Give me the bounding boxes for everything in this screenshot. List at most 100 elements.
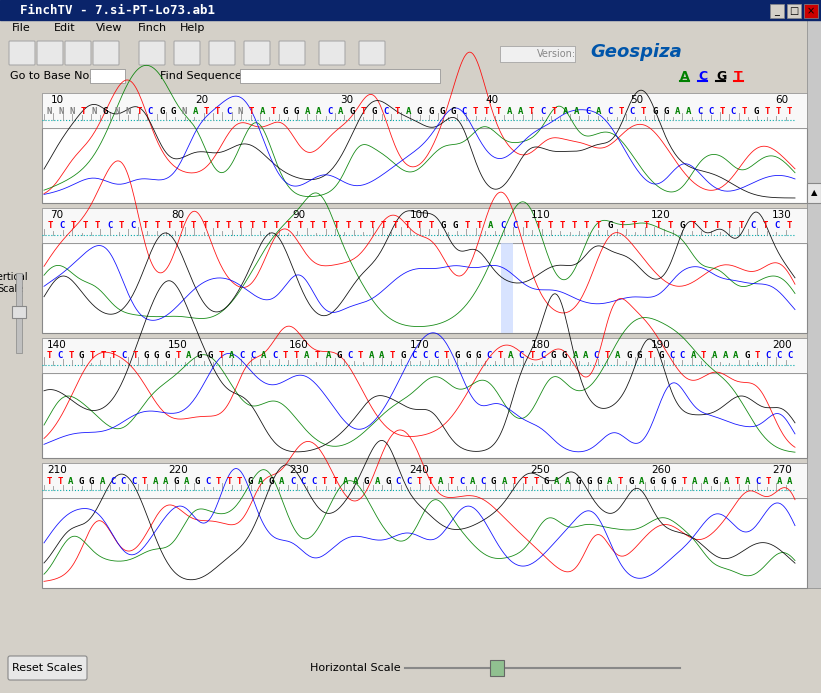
Text: G: G xyxy=(89,477,94,486)
Text: Vertical
Scale: Vertical Scale xyxy=(0,272,28,294)
Text: A: A xyxy=(260,107,265,116)
Text: T: T xyxy=(734,69,743,82)
Text: A: A xyxy=(508,351,513,360)
Text: G: G xyxy=(79,351,85,360)
Text: G: G xyxy=(165,351,170,360)
Text: C: C xyxy=(131,222,136,231)
Text: A: A xyxy=(733,351,739,360)
Bar xyxy=(42,373,807,458)
Text: 270: 270 xyxy=(772,465,792,475)
Text: Version:: Version: xyxy=(537,49,576,59)
Text: C: C xyxy=(594,351,599,360)
Text: A: A xyxy=(722,351,728,360)
Text: 40: 40 xyxy=(485,95,498,105)
FancyBboxPatch shape xyxy=(65,41,91,65)
Text: G: G xyxy=(465,351,470,360)
Text: T: T xyxy=(390,351,396,360)
Text: G: G xyxy=(597,477,602,486)
Text: 110: 110 xyxy=(530,210,550,220)
Text: T: T xyxy=(417,222,422,231)
Text: A: A xyxy=(507,107,511,116)
Bar xyxy=(807,0,821,8)
Text: G: G xyxy=(660,477,666,486)
Bar xyxy=(42,498,807,588)
Text: C: C xyxy=(110,477,116,486)
Text: T: T xyxy=(764,107,769,116)
Bar xyxy=(490,660,504,676)
Text: T: T xyxy=(476,222,482,231)
Bar xyxy=(42,463,807,498)
Text: C: C xyxy=(500,222,506,231)
Bar xyxy=(501,243,513,333)
Text: T: T xyxy=(297,222,303,231)
Text: T: T xyxy=(787,107,792,116)
Text: T: T xyxy=(719,107,725,116)
Text: 70: 70 xyxy=(50,210,63,220)
FancyBboxPatch shape xyxy=(139,41,165,65)
Text: C: C xyxy=(540,107,545,116)
Text: Geospiza: Geospiza xyxy=(590,43,681,61)
Text: Horizontal Scale: Horizontal Scale xyxy=(310,663,401,673)
Text: T: T xyxy=(68,351,74,360)
Text: G: G xyxy=(576,477,580,486)
Text: G: G xyxy=(551,351,557,360)
Text: 240: 240 xyxy=(410,465,429,475)
Text: T: T xyxy=(763,222,768,231)
Text: N: N xyxy=(114,107,120,116)
Text: C: C xyxy=(698,69,707,82)
Text: G: G xyxy=(649,477,655,486)
Bar xyxy=(0,0,821,20)
Text: G: G xyxy=(197,351,202,360)
Text: A: A xyxy=(316,107,321,116)
Text: A: A xyxy=(572,351,578,360)
Text: G: G xyxy=(451,107,456,116)
Text: G: G xyxy=(195,477,200,486)
Text: T: T xyxy=(190,222,195,231)
Text: T: T xyxy=(787,222,791,231)
Text: 140: 140 xyxy=(47,340,67,350)
Text: _: _ xyxy=(774,6,779,16)
Text: T: T xyxy=(132,351,138,360)
Text: T: T xyxy=(136,107,142,116)
Text: T: T xyxy=(47,477,52,486)
Text: G: G xyxy=(753,107,759,116)
Text: C: C xyxy=(131,477,136,486)
Text: G: G xyxy=(586,477,591,486)
Text: G: G xyxy=(372,107,378,116)
Text: T: T xyxy=(701,351,707,360)
Text: G: G xyxy=(626,351,631,360)
Text: A: A xyxy=(615,351,621,360)
FancyBboxPatch shape xyxy=(209,41,235,65)
Text: 170: 170 xyxy=(410,340,429,350)
FancyBboxPatch shape xyxy=(174,41,200,65)
Text: C: C xyxy=(327,107,333,116)
Text: G: G xyxy=(716,69,727,82)
Text: G: G xyxy=(544,477,549,486)
Text: G: G xyxy=(401,351,406,360)
Text: C: C xyxy=(240,351,245,360)
Text: T: T xyxy=(250,222,255,231)
Text: 160: 160 xyxy=(289,340,309,350)
Text: G: G xyxy=(268,477,274,486)
Text: 210: 210 xyxy=(47,465,67,475)
Text: T: T xyxy=(71,222,76,231)
Text: C: C xyxy=(709,107,713,116)
Text: T: T xyxy=(315,351,320,360)
Text: T: T xyxy=(571,222,577,231)
Text: T: T xyxy=(202,222,208,231)
Text: □: □ xyxy=(789,6,799,16)
Text: C: C xyxy=(480,477,486,486)
Text: T: T xyxy=(271,107,277,116)
Text: C: C xyxy=(227,107,232,116)
Text: T: T xyxy=(584,222,589,231)
Text: 220: 220 xyxy=(168,465,188,475)
Text: A: A xyxy=(406,107,411,116)
Text: C: C xyxy=(608,107,612,116)
Text: A: A xyxy=(184,477,190,486)
Text: 50: 50 xyxy=(631,95,644,105)
Text: T: T xyxy=(286,222,291,231)
FancyBboxPatch shape xyxy=(37,41,63,65)
Text: G: G xyxy=(294,107,299,116)
Text: 200: 200 xyxy=(773,340,791,350)
Text: T: T xyxy=(393,222,398,231)
